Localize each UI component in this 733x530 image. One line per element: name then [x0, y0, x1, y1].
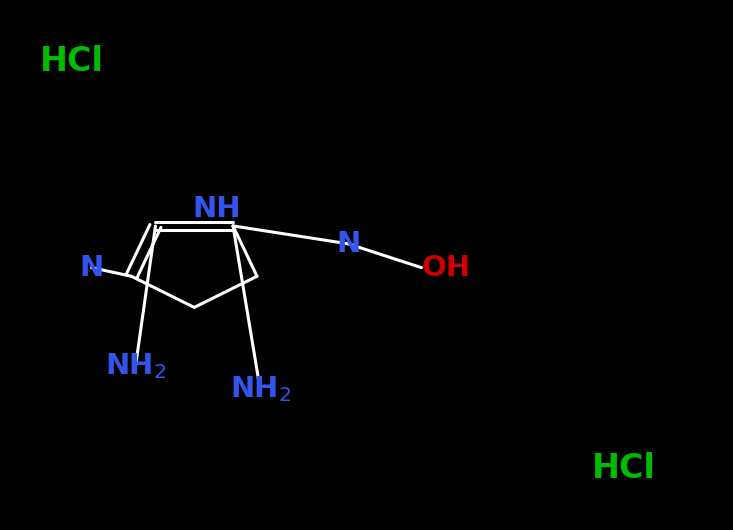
Text: NH$_2$: NH$_2$ — [105, 351, 166, 381]
Text: NH: NH — [192, 196, 240, 223]
Text: HCl: HCl — [40, 45, 104, 78]
Text: NH$_2$: NH$_2$ — [229, 375, 291, 404]
Text: OH: OH — [421, 254, 471, 281]
Text: N: N — [79, 254, 104, 281]
Text: N: N — [336, 230, 361, 258]
Text: HCl: HCl — [592, 452, 656, 485]
